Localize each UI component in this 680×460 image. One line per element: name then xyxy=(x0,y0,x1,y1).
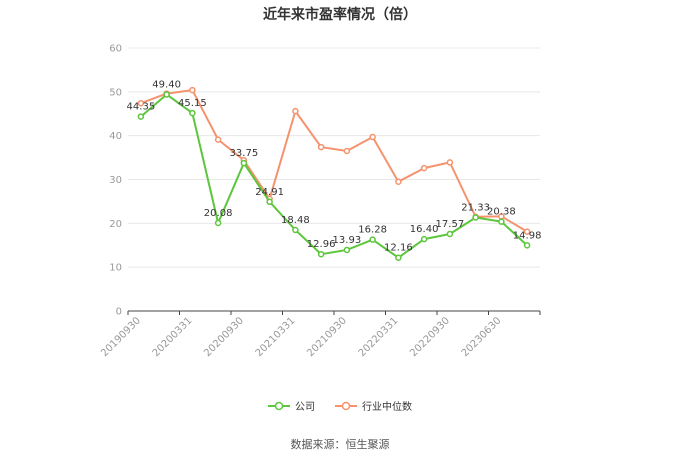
y-tick-label: 20 xyxy=(109,219,122,230)
y-tick-label: 30 xyxy=(109,175,122,186)
industry-median-data-point xyxy=(214,136,222,143)
gridlines xyxy=(128,47,540,268)
company-data-label: 17.57 xyxy=(436,219,465,230)
legend: 公司 行业中位数 xyxy=(0,398,680,413)
company-data-label: 16.40 xyxy=(410,224,439,235)
company-data-point xyxy=(137,113,145,120)
industry-median-data-point xyxy=(395,178,402,185)
company-data-point xyxy=(420,235,428,243)
company-data-point xyxy=(317,250,325,258)
legend-industry-label: 行业中位数 xyxy=(362,402,412,413)
industry-median-data-point xyxy=(446,159,454,166)
legend-company-line-icon xyxy=(268,401,290,410)
series-lines xyxy=(137,86,531,261)
industry-median-data-point xyxy=(189,86,196,94)
x-tick-label: 20210331 xyxy=(254,315,298,359)
x-tick-label: 20220930 xyxy=(408,315,452,359)
chart-title: 近年来市盈率情况（倍） xyxy=(263,7,417,23)
industry-median-data-point xyxy=(369,133,376,141)
company-data-label: 49.40 xyxy=(152,79,181,90)
company-data-point xyxy=(266,198,273,206)
x-tick-label: 20220331 xyxy=(357,315,401,359)
company-data-point xyxy=(498,218,505,225)
y-tick-label: 40 xyxy=(109,131,122,142)
company-data-label: 33.75 xyxy=(230,148,259,159)
company-data-point xyxy=(395,254,402,261)
industry-median-data-point xyxy=(137,99,145,107)
company-data-label: 14.98 xyxy=(513,230,542,241)
data-labels: 44.35 49.40 45.15 20.08 33.75 24.91 18.48 12.96… xyxy=(127,79,542,253)
x-tick-label: 20210930 xyxy=(305,315,349,359)
source-note: 数据来源：恒生聚源 xyxy=(290,438,390,451)
company-data-label: 21.33 xyxy=(461,203,490,214)
company-data-label: 24.91 xyxy=(255,187,284,198)
industry-median-data-point xyxy=(343,147,351,155)
company-data-label: 12.96 xyxy=(307,239,336,250)
company-data-label: 45.15 xyxy=(178,98,207,109)
legend-industry-line-icon xyxy=(335,401,357,410)
y-tick-label: 50 xyxy=(109,87,122,98)
company-data-point xyxy=(446,230,454,238)
x-tick-label: 20190930 xyxy=(99,315,143,359)
legend-company-label: 公司 xyxy=(295,402,315,413)
x-tick-label: 20230630 xyxy=(460,315,504,359)
company-data-label: 44.35 xyxy=(127,102,156,113)
industry-median-data-point xyxy=(523,228,531,235)
company-data-label: 16.28 xyxy=(358,225,387,236)
industry-median-data-point xyxy=(292,107,299,115)
company-data-label: 20.08 xyxy=(204,208,233,219)
company-data-point xyxy=(523,242,531,249)
company-data-point xyxy=(189,109,196,117)
company-data-point xyxy=(214,219,222,227)
company-data-label: 20.38 xyxy=(487,207,516,218)
company-data-point xyxy=(472,214,479,221)
legend-item-industry-median[interactable]: 行业中位数 xyxy=(335,398,412,413)
industry-median-data-point xyxy=(420,164,428,172)
x-tick-label: 20200331 xyxy=(151,315,195,359)
legend-item-company[interactable]: 公司 xyxy=(268,398,315,413)
company-data-point xyxy=(369,236,376,243)
company-data-point xyxy=(240,159,248,167)
y-tick-label: 0 xyxy=(116,307,122,318)
industry-median-data-point xyxy=(317,143,325,151)
y-tick-label: 10 xyxy=(109,263,122,274)
company-series-line xyxy=(140,93,528,259)
industry-median-series-line xyxy=(140,89,528,233)
company-data-label: 13.93 xyxy=(333,235,362,246)
company-data-point xyxy=(292,226,299,234)
company-data-point xyxy=(343,246,351,254)
x-tick-label: 20200930 xyxy=(202,315,246,359)
company-data-point xyxy=(163,91,170,98)
company-data-label: 18.48 xyxy=(281,215,310,226)
company-data-label: 12.16 xyxy=(384,243,413,254)
y-tick-label: 60 xyxy=(109,44,122,55)
